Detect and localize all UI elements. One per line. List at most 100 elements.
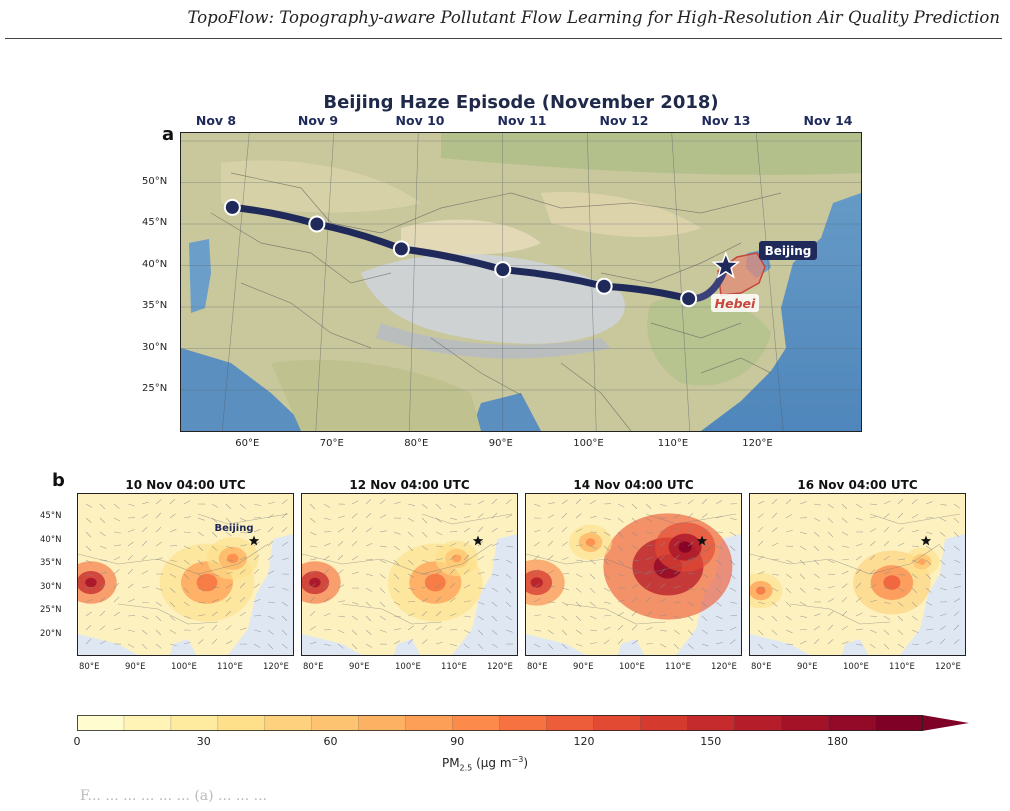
header-rule (5, 38, 1002, 39)
lon-tick: 80°E (404, 438, 429, 449)
lat-tick: 35°N (142, 300, 168, 311)
running-header: TopoFlow: Topography-aware Pollutant Flo… (187, 8, 1000, 27)
colorbar-tick: 90 (450, 735, 465, 748)
colorbar-cell (405, 715, 453, 731)
day-label-5: Nov 12 (599, 113, 649, 128)
lon-tick-b: 100°E (171, 662, 197, 672)
trajectory-point-2 (308, 215, 326, 233)
colorbar-cell (170, 715, 219, 731)
gobi-desert (541, 192, 701, 238)
lon-tick-b: 90°E (797, 662, 818, 672)
colorbar-tick: 60 (323, 735, 338, 748)
pm25-map-2 (301, 493, 518, 656)
india-green (271, 359, 481, 431)
colorbar-cell (452, 715, 500, 731)
siberia-green (441, 133, 861, 175)
colorbar-label: PM2.5 (μg m−3) (441, 755, 529, 773)
wind-vectors (85, 498, 290, 650)
lon-tick: 100°E (573, 438, 604, 449)
east-china-green (647, 294, 771, 386)
lat-tick: 40°N (142, 258, 168, 270)
colorbar-tick: 120 (573, 735, 595, 748)
lon-tick-b: 90°E (125, 662, 146, 672)
lon-tick-b: 120°E (263, 662, 289, 672)
lon-tick-b: 110°E (217, 662, 243, 672)
colorbar-cell (687, 715, 735, 731)
day-label-3: Nov 10 (395, 113, 445, 128)
colorbar-cell (264, 715, 313, 731)
panel-title-3: 14 Nov 04:00 UTC (573, 478, 694, 492)
lon-tick-b: 80°E (303, 662, 324, 672)
hebei-label: Hebei (715, 296, 756, 311)
pm25-colorbar (77, 715, 969, 731)
lat-tick: 45°N (142, 217, 168, 228)
sea-area (228, 534, 293, 655)
pm25-map-3 (525, 493, 742, 656)
lat-tick: 30°N (142, 341, 168, 353)
lon-tick-b: 90°E (349, 662, 370, 672)
panel-title-1: 10 Nov 04:00 UTC (125, 478, 246, 492)
figure-title: Beijing Haze Episode (November 2018) (323, 92, 719, 113)
colorbar-cell (77, 715, 125, 731)
colorbar-tick: 150 (700, 735, 722, 748)
panel-a-label: a (162, 124, 175, 145)
colorbar-cell (781, 715, 829, 731)
lon-tick: 90°E (488, 438, 513, 449)
beijing-star (920, 535, 932, 546)
wind-vectors (309, 498, 514, 650)
lon-tick-b: 90°E (573, 662, 594, 672)
colorbar-tick: 30 (196, 735, 211, 748)
lon-tick-b: 110°E (665, 662, 691, 672)
wind-vectors (757, 498, 961, 650)
lat-tick-b: 20°N (40, 628, 62, 639)
colorbar-cell (123, 715, 172, 731)
lat-tick-b: 30°N (40, 581, 62, 592)
lat-tick: 50°N (142, 175, 168, 187)
beijing-star-marker (711, 251, 741, 279)
colorbar-cell (546, 715, 594, 731)
lon-tick-b: 100°E (395, 662, 421, 672)
caspian-sea (189, 239, 211, 313)
colorbar-cell (499, 715, 547, 731)
colorbar-cell (828, 715, 876, 731)
colorbar-cell (734, 715, 782, 731)
wind-vectors (533, 498, 738, 650)
lat-tick-b: 35°N (40, 558, 62, 568)
beijing-star (248, 535, 260, 546)
beijing-label: Beijing (765, 244, 812, 258)
colorbar-tick: 180 (827, 735, 848, 748)
bay-of-bengal (471, 393, 541, 431)
colorbar-cell (593, 715, 641, 731)
panel-title-2: 12 Nov 04:00 UTC (349, 478, 470, 492)
himalaya-ridge (376, 323, 611, 359)
lon-tick-b: 120°E (935, 662, 961, 672)
trajectory-point-3 (392, 240, 410, 258)
day-label-4: Nov 11 (497, 113, 547, 128)
arabian-sea (181, 348, 311, 431)
sea-area (900, 534, 965, 655)
trajectory-point-5 (595, 277, 613, 295)
kazakh-steppe (221, 160, 421, 213)
lon-tick: 60°E (235, 438, 260, 449)
lon-tick-b: 110°E (889, 662, 915, 672)
colorbar-cell (217, 715, 266, 731)
figure-caption-fragment: F... ... ... ... ... ... (a) ... ... ... (80, 788, 268, 804)
trajectory-point-1 (223, 198, 241, 216)
colorbar-cell (640, 715, 688, 731)
tarim-desert (401, 219, 541, 255)
lon-tick-b: 80°E (751, 662, 772, 672)
panel-title-4: 16 Nov 04:00 UTC (797, 478, 918, 492)
lat-tick-b: 25°N (40, 605, 62, 615)
lat-tick: 25°N (142, 383, 168, 394)
colorbar-cell (358, 715, 406, 731)
lon-tick-b: 120°E (711, 662, 737, 672)
lon-tick-b: 80°E (79, 662, 100, 672)
colorbar-tick: 0 (73, 735, 81, 748)
lon-tick: 110°E (657, 438, 689, 449)
trajectory-map: Beijing Hebei (180, 132, 862, 432)
lon-tick-b: 80°E (527, 662, 548, 672)
lon-tick: 70°E (319, 438, 344, 449)
day-label-7: Nov 14 (803, 113, 853, 128)
beijing-star (472, 535, 484, 546)
beijing-star (696, 535, 708, 546)
